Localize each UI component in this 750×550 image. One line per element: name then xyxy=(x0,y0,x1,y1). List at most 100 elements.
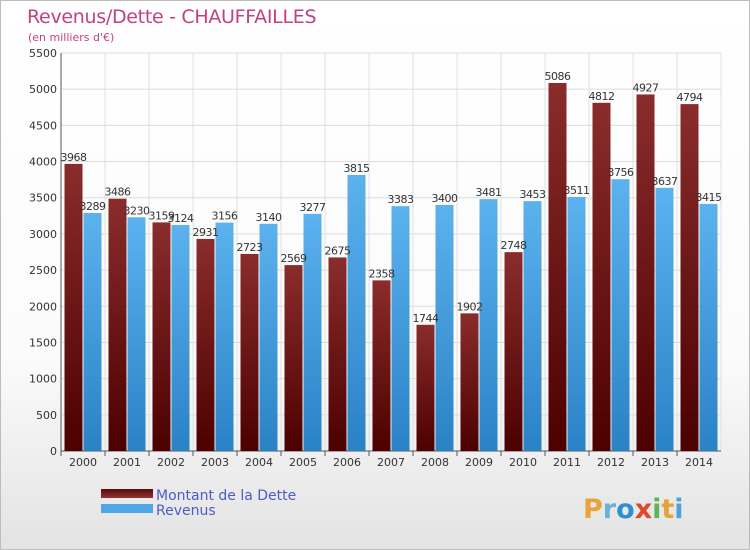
value-label: 2723 xyxy=(237,241,263,254)
value-label: 3400 xyxy=(432,192,458,205)
legend: Montant de la Dette Revenus xyxy=(101,488,296,519)
bar-revenus xyxy=(127,217,146,451)
legend-label-revenus: Revenus xyxy=(156,503,216,519)
value-label: 2675 xyxy=(325,244,351,257)
x-tick-label: 2003 xyxy=(201,456,229,469)
x-tick-label: 2011 xyxy=(553,456,581,469)
bar-revenus xyxy=(83,212,102,451)
x-tick-label: 2012 xyxy=(597,456,625,469)
bar-revenus xyxy=(391,206,410,451)
y-tick-label: 4000 xyxy=(29,156,57,169)
value-label: 3277 xyxy=(300,201,326,214)
x-tick-label: 2004 xyxy=(245,456,273,469)
legend-label-dette: Montant de la Dette xyxy=(156,488,296,504)
value-label: 3637 xyxy=(652,175,678,188)
axes: 0 500 1000 1500 2000 2500 3000 3500 4000 4500 5000… xyxy=(29,47,721,469)
bar-dette xyxy=(460,313,479,451)
x-tick-label: 2002 xyxy=(157,456,185,469)
value-label: 2358 xyxy=(369,267,395,280)
x-tick-label: 2008 xyxy=(421,456,449,469)
value-label: 3756 xyxy=(608,166,634,179)
bar-dette xyxy=(416,324,435,451)
bar-revenus xyxy=(479,199,498,451)
legend-swatch-revenus xyxy=(101,504,153,513)
bar-dette xyxy=(592,102,611,451)
y-tick-label: 1500 xyxy=(29,336,57,349)
value-label: 3481 xyxy=(476,186,502,199)
bar-dette xyxy=(328,257,347,451)
value-label: 3486 xyxy=(105,186,131,199)
bar-revenus xyxy=(303,213,322,451)
value-label: 3453 xyxy=(520,188,546,201)
value-label: 2569 xyxy=(281,252,307,265)
chart-subtitle: (en milliers d'€) xyxy=(28,31,115,44)
bar-revenus xyxy=(259,223,278,451)
x-tick-label: 2001 xyxy=(113,456,141,469)
bar-dette xyxy=(548,82,567,451)
bar-revenus xyxy=(567,196,586,451)
value-label: 3140 xyxy=(256,211,282,224)
bar-dette xyxy=(504,252,523,451)
y-tick-label: 2000 xyxy=(29,300,57,313)
bar-revenus xyxy=(523,201,542,451)
value-label: 3124 xyxy=(168,212,194,225)
value-label: 4927 xyxy=(633,81,659,94)
x-tick-label: 2000 xyxy=(69,456,97,469)
value-label: 5086 xyxy=(545,70,571,83)
bar-revenus xyxy=(611,179,630,451)
bars xyxy=(64,82,718,452)
value-label: 1744 xyxy=(413,312,439,325)
bar-dette xyxy=(152,222,171,451)
proxiti-logo: Proxiti xyxy=(583,494,684,525)
logo-text: Proxiti xyxy=(583,494,684,525)
chart-title: Revenus/Dette - CHAUFFAILLES xyxy=(27,6,317,28)
bar-dette xyxy=(372,280,391,451)
x-tick-label: 2005 xyxy=(289,456,317,469)
x-tick-label: 2014 xyxy=(685,456,713,469)
value-labels: 3968 3486 3159 2931 2723 2569 2675 2358 1744 1902… xyxy=(61,70,723,325)
gridlines xyxy=(60,52,722,452)
value-label: 4794 xyxy=(677,91,703,104)
bar-dette xyxy=(680,104,699,451)
value-label: 2931 xyxy=(193,226,219,239)
bar-revenus xyxy=(435,204,454,451)
value-label: 3383 xyxy=(388,193,414,206)
y-tick-label: 2500 xyxy=(29,264,57,277)
y-tick-label: 5000 xyxy=(29,83,57,96)
bar-revenus xyxy=(171,224,190,451)
bar-revenus xyxy=(347,174,366,451)
y-tick-label: 1000 xyxy=(29,373,57,386)
value-label: 3415 xyxy=(696,191,722,204)
value-label: 4812 xyxy=(589,90,615,103)
x-tick-label: 2006 xyxy=(333,456,361,469)
bar-revenus xyxy=(699,203,718,451)
bar-dette xyxy=(108,198,127,451)
bar-dette xyxy=(240,253,259,451)
x-tick-label: 2010 xyxy=(509,456,537,469)
y-tick-label: 3000 xyxy=(29,228,57,241)
value-label: 3815 xyxy=(344,162,370,175)
bar-dette xyxy=(64,163,83,451)
x-tick-label: 2013 xyxy=(641,456,669,469)
y-tick-label: 3500 xyxy=(29,192,57,205)
bar-dette xyxy=(284,265,303,451)
value-label: 3968 xyxy=(61,151,87,164)
value-label: 3511 xyxy=(564,184,590,197)
y-tick-label: 4500 xyxy=(29,119,57,132)
x-tick-label: 2007 xyxy=(377,456,405,469)
value-label: 1902 xyxy=(457,300,483,313)
bar-revenus xyxy=(655,187,674,451)
value-label: 3230 xyxy=(124,204,150,217)
y-tick-label: 5500 xyxy=(29,47,57,60)
value-label: 2748 xyxy=(501,239,527,252)
y-tick-label: 500 xyxy=(36,409,57,422)
bar-revenus xyxy=(215,222,234,451)
x-tick-label: 2009 xyxy=(465,456,493,469)
bar-dette xyxy=(636,94,655,452)
value-label: 3159 xyxy=(149,209,175,222)
value-label: 3156 xyxy=(212,210,238,223)
y-tick-label: 0 xyxy=(50,445,57,458)
bar-dette xyxy=(196,238,215,451)
